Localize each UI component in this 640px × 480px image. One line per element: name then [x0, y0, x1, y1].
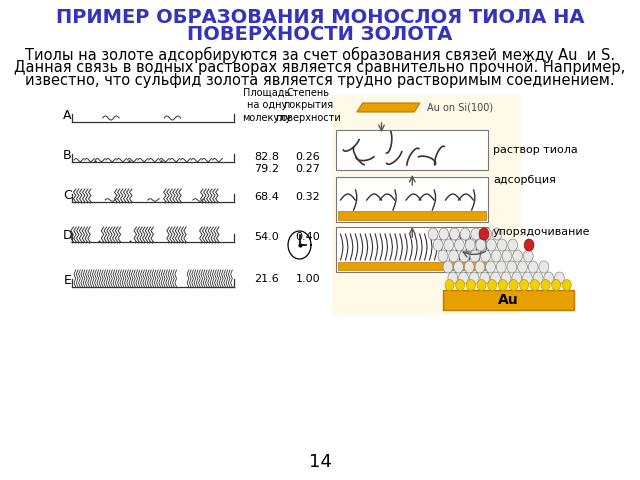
Circle shape [480, 272, 490, 284]
Circle shape [481, 250, 490, 262]
FancyBboxPatch shape [443, 290, 574, 310]
Text: C: C [63, 189, 72, 202]
Circle shape [456, 279, 465, 290]
Circle shape [454, 239, 464, 251]
Text: D: D [63, 229, 72, 242]
Circle shape [563, 279, 572, 290]
Circle shape [449, 250, 459, 262]
Text: ПОВЕРХНОСТИ ЗОЛОТА: ПОВЕРХНОСТИ ЗОЛОТА [188, 25, 452, 44]
Circle shape [522, 272, 532, 284]
Circle shape [512, 272, 522, 284]
FancyBboxPatch shape [337, 130, 488, 170]
Circle shape [459, 272, 468, 284]
Text: 0.32: 0.32 [295, 192, 320, 202]
Circle shape [492, 228, 502, 240]
Circle shape [448, 272, 458, 284]
Text: Тиолы на золоте адсорбируются за счет образования связей между Au  и S.: Тиолы на золоте адсорбируются за счет об… [25, 47, 615, 63]
Circle shape [552, 279, 561, 290]
Text: A: A [63, 109, 72, 122]
Circle shape [439, 228, 449, 240]
Circle shape [497, 239, 507, 251]
Circle shape [539, 261, 548, 273]
Circle shape [433, 239, 443, 251]
Circle shape [438, 250, 448, 262]
Circle shape [518, 261, 527, 273]
Circle shape [541, 279, 550, 290]
Circle shape [481, 228, 492, 240]
Circle shape [475, 261, 485, 273]
Circle shape [454, 261, 463, 273]
Text: 0.27: 0.27 [295, 164, 320, 174]
Circle shape [460, 250, 469, 262]
Circle shape [499, 279, 508, 290]
Text: Степень
покрытия
поверхности: Степень покрытия поверхности [275, 88, 340, 123]
Text: раствор тиола: раствор тиола [493, 145, 578, 155]
Circle shape [444, 239, 454, 251]
Circle shape [501, 272, 511, 284]
Circle shape [544, 272, 554, 284]
Circle shape [554, 272, 564, 284]
Circle shape [445, 279, 454, 290]
Circle shape [477, 279, 486, 290]
Circle shape [486, 239, 496, 251]
Circle shape [509, 279, 518, 290]
Circle shape [507, 261, 516, 273]
Circle shape [479, 228, 489, 240]
Text: B: B [63, 149, 72, 162]
Circle shape [465, 239, 475, 251]
Circle shape [488, 279, 497, 290]
Circle shape [502, 250, 512, 262]
Circle shape [531, 279, 540, 290]
Circle shape [467, 279, 476, 290]
Text: E: E [63, 274, 72, 287]
Text: 82.8: 82.8 [254, 152, 279, 162]
Circle shape [471, 228, 481, 240]
Text: Au on Si(100): Au on Si(100) [427, 102, 493, 112]
Circle shape [533, 272, 543, 284]
Text: Au: Au [499, 293, 519, 307]
Circle shape [470, 250, 480, 262]
Text: 79.2: 79.2 [254, 164, 279, 174]
Circle shape [492, 250, 501, 262]
Text: известно, что сульфид золота является трудно растворимым соединением.: известно, что сульфид золота является тр… [25, 73, 615, 88]
Circle shape [513, 250, 522, 262]
Text: Площадь
на одну
молекулу: Площадь на одну молекулу [242, 88, 291, 123]
Text: адсорбция: адсорбция [493, 175, 556, 185]
Circle shape [460, 228, 470, 240]
Text: 21.6: 21.6 [254, 274, 279, 284]
Circle shape [496, 261, 506, 273]
FancyBboxPatch shape [332, 95, 521, 315]
Text: 0.26: 0.26 [295, 152, 320, 162]
Circle shape [428, 228, 438, 240]
Text: 68.4: 68.4 [254, 192, 279, 202]
Circle shape [508, 239, 518, 251]
Text: 14: 14 [308, 453, 332, 471]
Text: упорядочивание: упорядочивание [493, 227, 591, 237]
Circle shape [449, 228, 460, 240]
FancyBboxPatch shape [337, 177, 488, 222]
Circle shape [490, 272, 500, 284]
Text: 54.0: 54.0 [254, 232, 279, 242]
FancyBboxPatch shape [337, 227, 488, 272]
Circle shape [486, 261, 495, 273]
Text: 0.40: 0.40 [295, 232, 320, 242]
Circle shape [443, 261, 453, 273]
Polygon shape [357, 103, 420, 112]
Text: Данная связь в водных растворах является сравнительно прочной. Например,: Данная связь в водных растворах является… [14, 60, 626, 75]
Circle shape [469, 272, 479, 284]
Circle shape [520, 279, 529, 290]
FancyBboxPatch shape [338, 262, 486, 270]
Text: 1.00: 1.00 [296, 274, 320, 284]
Circle shape [524, 239, 534, 251]
Circle shape [476, 239, 486, 251]
Circle shape [524, 250, 533, 262]
Circle shape [464, 261, 474, 273]
FancyBboxPatch shape [338, 211, 486, 220]
Text: ПРИМЕР ОБРАЗОВАНИЯ МОНОСЛОЯ ТИОЛА НА: ПРИМЕР ОБРАЗОВАНИЯ МОНОСЛОЯ ТИОЛА НА [56, 8, 584, 27]
Circle shape [528, 261, 538, 273]
